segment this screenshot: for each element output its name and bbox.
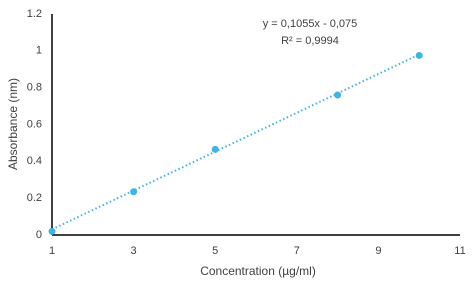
y-tick-label: 0.6: [27, 118, 42, 130]
y-tick-label: 0: [36, 229, 42, 241]
data-point: [334, 91, 342, 99]
r-squared: R² = 0,9994: [281, 35, 339, 47]
x-tick-label: 3: [131, 245, 137, 257]
y-tick-label: 1.2: [27, 8, 42, 20]
x-tick-label: 7: [294, 245, 300, 257]
x-tick-label: 5: [212, 245, 218, 257]
y-tick-label: 0.2: [27, 192, 42, 204]
x-axis-title: Concentration (µg/ml): [200, 264, 316, 278]
trendline: [51, 53, 420, 231]
data-point: [130, 188, 138, 196]
y-tick-label: 0.4: [27, 155, 42, 167]
y-axis-title: Absorbance (nm): [6, 78, 20, 170]
x-tick-label: 9: [375, 245, 381, 257]
data-point: [415, 51, 423, 59]
y-tick-label: 0.8: [27, 82, 42, 94]
y-tick-label: 1: [36, 45, 42, 57]
data-point: [48, 227, 56, 235]
data-point: [211, 145, 219, 153]
x-tick-label: 11: [454, 245, 465, 257]
x-tick-label: 1: [49, 245, 55, 257]
equation: y = 0,1055x - 0,075: [263, 18, 357, 30]
